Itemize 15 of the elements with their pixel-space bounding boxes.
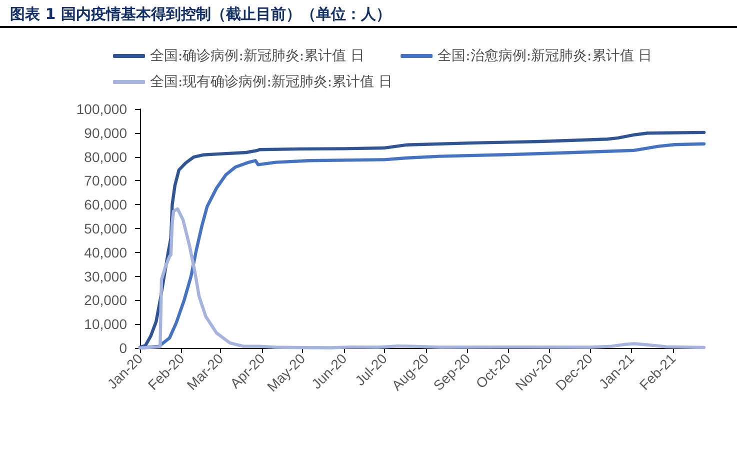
y-tick-label: 40,000 [84, 244, 128, 260]
chart-title: 图表 1 国内疫情基本得到控制（截止目前）（单位：人） [10, 5, 391, 24]
y-tick-label: 60,000 [84, 196, 128, 213]
y-tick-label: 30,000 [84, 268, 128, 284]
y-tick-label: 10,000 [84, 316, 128, 332]
legend-label: 全国:现有确诊病例:新冠肺炎:累计值 日 [150, 74, 393, 90]
legend-label: 全国:确诊病例:新冠肺炎:累计值 日 [150, 48, 365, 64]
y-tick-label: 80,000 [84, 148, 128, 165]
y-tick-label: 70,000 [84, 172, 128, 189]
y-tick-label: 100,000 [76, 101, 128, 117]
y-tick-label: 0 [119, 340, 128, 356]
y-tick-label: 90,000 [84, 124, 128, 141]
y-tick-label: 20,000 [84, 292, 128, 308]
y-tick-label: 50,000 [84, 220, 128, 236]
legend-label: 全国:治愈病例:新冠肺炎:累计值 日 [438, 48, 652, 64]
